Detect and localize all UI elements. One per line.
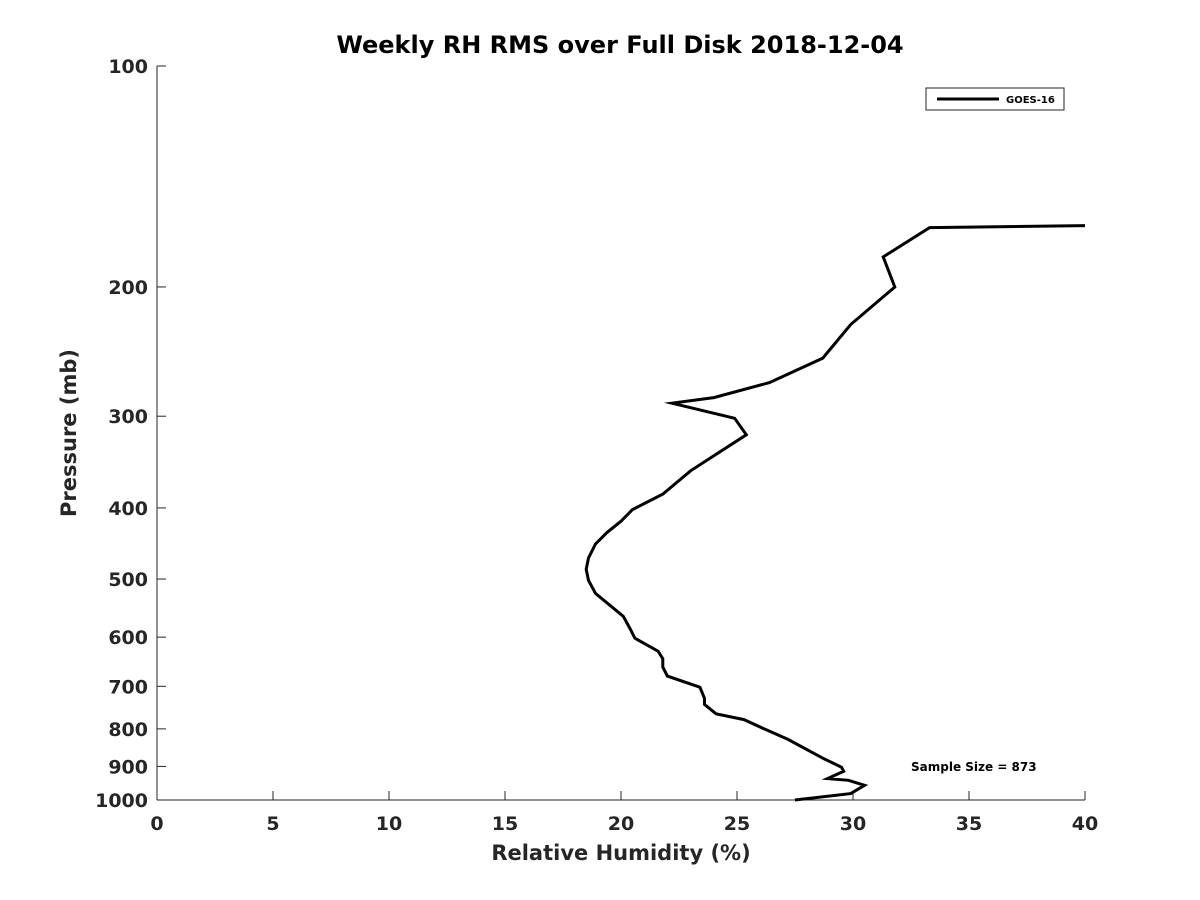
y-tick-label: 900 <box>108 756 148 778</box>
y-tick-label: 1000 <box>95 790 148 812</box>
y-tick-label: 700 <box>108 676 148 698</box>
sample-size-annotation: Sample Size = 873 <box>911 760 1037 774</box>
x-tick-label: 30 <box>840 813 866 835</box>
y-tick-label: 600 <box>108 627 148 649</box>
x-tick-label: 5 <box>266 813 279 835</box>
x-tick-label: 20 <box>608 813 634 835</box>
y-ticks: 100 200 300 400 500 600 700 800 900 1000 <box>95 56 166 812</box>
y-tick-label: 100 <box>108 56 148 78</box>
x-tick-label: 40 <box>1072 813 1098 835</box>
x-tick-label: 10 <box>376 813 402 835</box>
legend: GOES-16 <box>925 87 1065 111</box>
x-axis-label: Relative Humidity (%) <box>491 841 750 865</box>
y-tick-label: 400 <box>108 498 148 520</box>
y-tick-label: 500 <box>108 569 148 591</box>
x-tick-label: 0 <box>150 813 163 835</box>
y-axis-label: Pressure (mb) <box>57 349 81 517</box>
x-ticks: 0 5 10 15 20 25 30 35 40 <box>150 791 1098 835</box>
y-tick-label: 800 <box>108 719 148 741</box>
series-layer <box>584 224 1086 802</box>
x-tick-label: 15 <box>492 813 518 835</box>
legend-label-goes-16: GOES-16 <box>1006 95 1055 106</box>
series-line-goes-16 <box>584 224 1086 802</box>
chart-title: Weekly RH RMS over Full Disk 2018-12-04 <box>336 31 903 59</box>
x-tick-label: 35 <box>956 813 982 835</box>
x-tick-label: 25 <box>724 813 750 835</box>
y-tick-label: 200 <box>108 277 148 299</box>
y-tick-label: 300 <box>108 406 148 428</box>
